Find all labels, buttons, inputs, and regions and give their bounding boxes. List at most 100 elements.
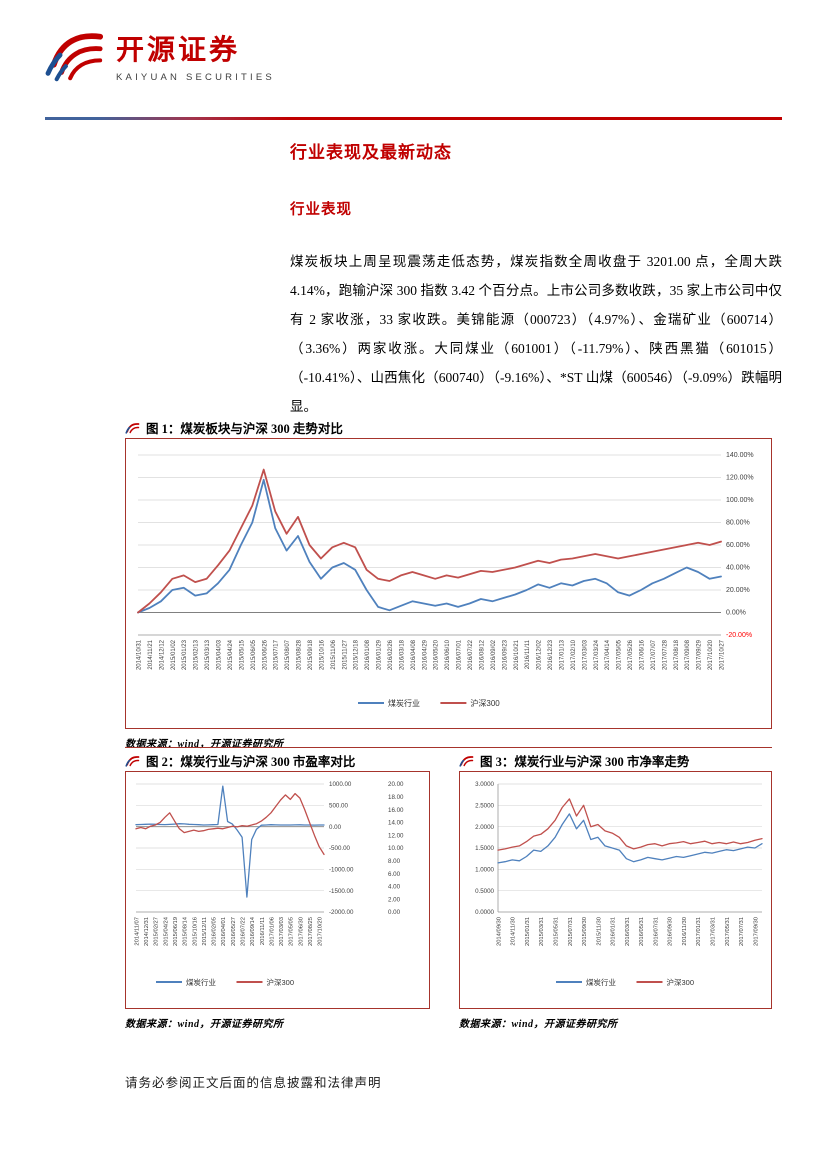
svg-text:2016/07/31: 2016/07/31	[653, 917, 659, 946]
masthead: 开源证券 KAIYUAN SECURITIES	[45, 28, 275, 84]
svg-text:沪深300: 沪深300	[267, 977, 295, 987]
svg-text:2015/04/03: 2015/04/03	[217, 639, 223, 670]
svg-text:2017/10/20: 2017/10/20	[318, 917, 324, 946]
svg-text:6.00: 6.00	[388, 871, 401, 878]
svg-text:80.00%: 80.00%	[726, 520, 750, 527]
svg-text:2015/10/16: 2015/10/16	[192, 917, 198, 946]
figure-3-title: 图 3：煤炭行业与沪深 300 市净率走势	[480, 755, 690, 769]
figure-row-divider	[125, 747, 772, 748]
svg-text:2015/02/27: 2015/02/27	[154, 917, 160, 946]
svg-text:2016/05/20: 2016/05/20	[434, 639, 440, 670]
svg-text:2016/02/05: 2016/02/05	[212, 917, 218, 946]
svg-text:2016/11/11: 2016/11/11	[260, 917, 266, 945]
svg-text:2015/09/30: 2015/09/30	[582, 917, 588, 946]
svg-text:2014/11/07: 2014/11/07	[134, 917, 140, 946]
figure-bullet-icon	[125, 755, 140, 767]
svg-text:2016/09/30: 2016/09/30	[668, 917, 674, 946]
svg-text:2017/07/31: 2017/07/31	[739, 917, 745, 946]
trend-comparison-chart-svg: 140.00% 120.00% 100.00% 80.00% 60.00% 40.00% 2…	[137, 452, 754, 708]
svg-text:2016/04/01: 2016/04/01	[221, 917, 227, 946]
svg-text:40.00%: 40.00%	[726, 565, 750, 572]
svg-text:2015/08/14: 2015/08/14	[183, 916, 189, 946]
svg-text:2015/07/31: 2015/07/31	[568, 917, 574, 946]
svg-text:20.00: 20.00	[388, 781, 404, 788]
svg-text:1.0000: 1.0000	[475, 867, 494, 874]
svg-text:2017/01/06: 2017/01/06	[269, 917, 275, 946]
svg-text:2015/05/31: 2015/05/31	[554, 917, 560, 946]
svg-text:2017/01/31: 2017/01/31	[696, 917, 702, 946]
svg-text:12.00: 12.00	[388, 832, 404, 839]
svg-text:20.00%: 20.00%	[726, 587, 750, 594]
kaiyuan-logo-icon	[45, 33, 104, 82]
svg-text:2017/07/28: 2017/07/28	[662, 639, 668, 670]
figure-bullet-icon	[459, 755, 474, 767]
svg-text:-20.00%: -20.00%	[726, 632, 752, 639]
svg-text:60.00%: 60.00%	[726, 542, 750, 549]
figure-3-title-row: 图 3：煤炭行业与沪深 300 市净率走势	[459, 752, 772, 769]
header-divider	[45, 117, 782, 120]
svg-text:沪深300: 沪深300	[667, 977, 695, 987]
svg-text:煤炭行业: 煤炭行业	[186, 977, 216, 987]
industry-performance-paragraph: 煤炭板块上周呈现震荡走低态势，煤炭指数全周收盘于 3201.00 点，全周大跌 …	[290, 254, 782, 414]
svg-text:500.00: 500.00	[329, 803, 348, 810]
svg-text:2015/01/02: 2015/01/02	[171, 639, 177, 670]
svg-text:2015/01/31: 2015/01/31	[525, 917, 531, 946]
svg-text:2.0000: 2.0000	[475, 824, 494, 831]
svg-text:4.00: 4.00	[388, 884, 401, 891]
svg-text:2017/01/13: 2017/01/13	[560, 639, 566, 670]
svg-text:2017/07/07: 2017/07/07	[651, 639, 657, 670]
svg-text:2017/05/05: 2017/05/05	[617, 639, 623, 670]
svg-text:2015/11/27: 2015/11/27	[342, 639, 348, 669]
svg-text:2017/03/24: 2017/03/24	[594, 639, 600, 670]
svg-text:-2000.00: -2000.00	[329, 909, 354, 916]
figure-1-title-row: 图 1：煤炭板块与沪深 300 走势对比	[125, 419, 772, 436]
svg-text:2016/04/08: 2016/04/08	[411, 639, 417, 670]
svg-text:2015/08/07: 2015/08/07	[285, 639, 291, 670]
svg-text:2016/01/08: 2016/01/08	[365, 639, 371, 670]
svg-text:-1000.00: -1000.00	[329, 867, 354, 874]
svg-text:2017/03/03: 2017/03/03	[582, 639, 588, 670]
svg-text:-1500.00: -1500.00	[329, 888, 354, 895]
svg-text:2015/12/18: 2015/12/18	[354, 639, 360, 670]
svg-text:0.5000: 0.5000	[475, 888, 494, 895]
svg-text:煤炭行业: 煤炭行业	[586, 977, 616, 987]
svg-text:2015/03/31: 2015/03/31	[539, 917, 545, 946]
svg-text:2016/03/18: 2016/03/18	[399, 639, 405, 670]
svg-text:2014/09/30: 2014/09/30	[496, 917, 502, 946]
svg-text:2015/06/19: 2015/06/19	[173, 917, 179, 946]
figure-2-source: 数据来源：wind，开源证券研究所	[125, 1019, 284, 1030]
svg-text:2017/08/18: 2017/08/18	[674, 639, 680, 670]
svg-text:2016/09/23: 2016/09/23	[502, 639, 508, 670]
svg-text:2015/10/16: 2015/10/16	[319, 639, 325, 670]
svg-text:1000.00: 1000.00	[329, 781, 352, 788]
svg-text:2015/06/05: 2015/06/05	[251, 639, 257, 670]
svg-text:2017/09/30: 2017/09/30	[753, 917, 759, 946]
svg-text:-500.00: -500.00	[329, 845, 351, 852]
svg-text:2017/02/10: 2017/02/10	[571, 639, 577, 670]
svg-text:2015/06/26: 2015/06/26	[262, 639, 268, 670]
svg-text:2015/05/15: 2015/05/15	[239, 639, 245, 670]
svg-text:2015/01/23: 2015/01/23	[182, 639, 188, 670]
svg-text:2015/09/18: 2015/09/18	[308, 639, 314, 670]
svg-text:2017/05/05: 2017/05/05	[289, 917, 295, 946]
svg-text:2016/08/12: 2016/08/12	[480, 639, 486, 670]
figure-row: 图 2：煤炭行业与沪深 300 市盈率对比 1000.00 500.00 0.00 -…	[125, 752, 772, 1030]
svg-text:140.00%: 140.00%	[726, 452, 754, 459]
svg-text:2016/02/26: 2016/02/26	[388, 639, 394, 670]
svg-text:2017/06/16: 2017/06/16	[640, 639, 646, 670]
svg-text:2017/09/08: 2017/09/08	[685, 639, 691, 670]
svg-text:0.00%: 0.00%	[726, 610, 746, 617]
svg-text:2014/12/12: 2014/12/12	[159, 639, 165, 670]
svg-text:2015/04/24: 2015/04/24	[163, 916, 169, 946]
svg-text:3.0000: 3.0000	[475, 781, 494, 788]
logo-text: 开源证券 KAIYUAN SECURITIES	[116, 35, 275, 83]
svg-text:2017/05/26: 2017/05/26	[628, 639, 634, 670]
svg-text:16.00: 16.00	[388, 807, 404, 814]
svg-text:14.00: 14.00	[388, 820, 404, 827]
svg-text:10.00: 10.00	[388, 845, 404, 852]
figure-1-source: 数据来源：wind，开源证券研究所	[125, 739, 284, 750]
svg-text:100.00%: 100.00%	[726, 497, 754, 504]
figure-2: 图 2：煤炭行业与沪深 300 市盈率对比 1000.00 500.00 0.00 -…	[125, 752, 430, 1030]
svg-text:2017/03/03: 2017/03/03	[279, 917, 285, 946]
